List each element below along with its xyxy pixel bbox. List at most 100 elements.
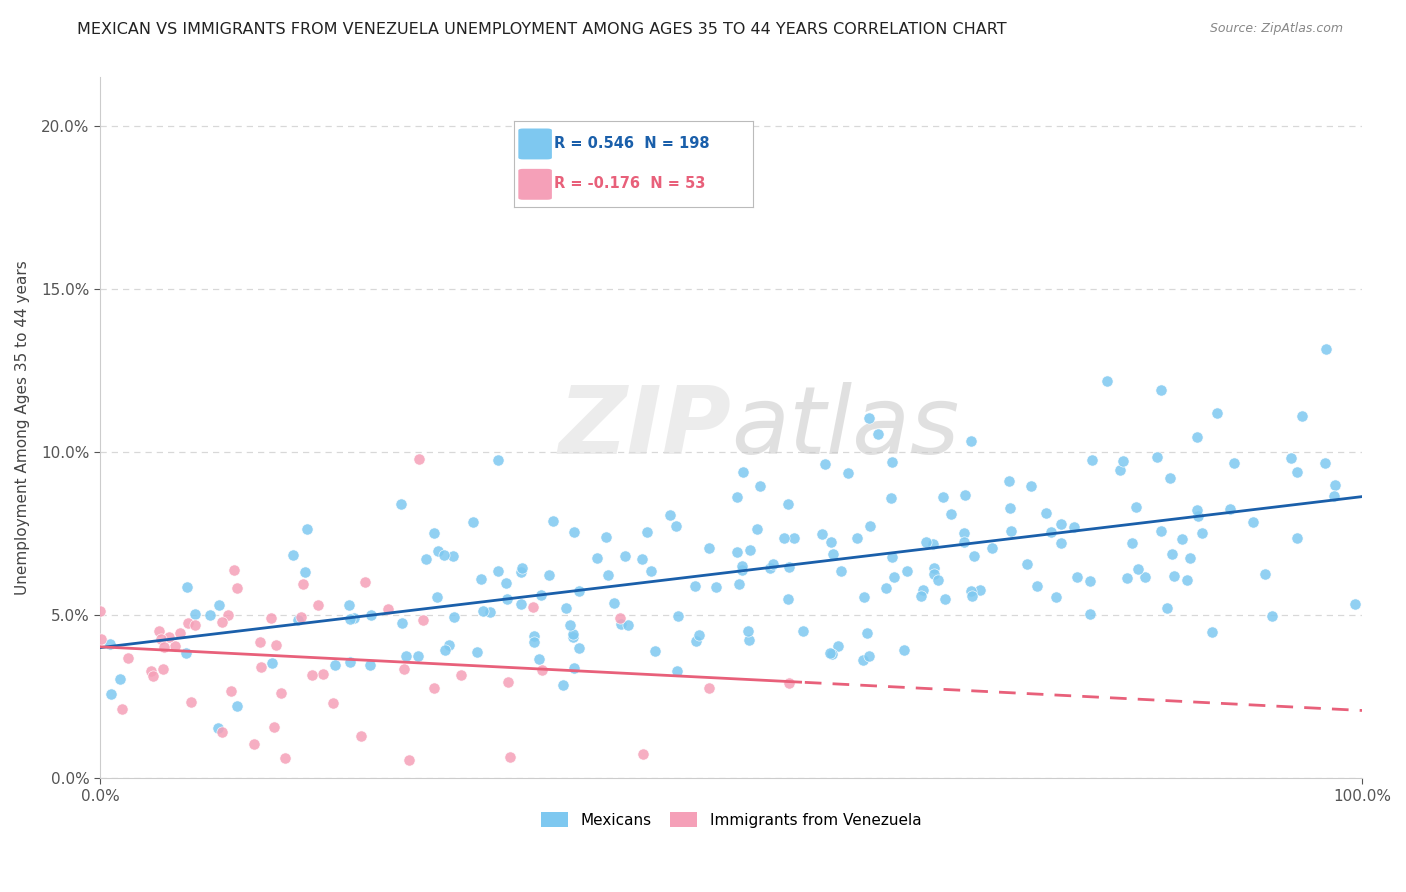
Text: Source: ZipAtlas.com: Source: ZipAtlas.com [1209, 22, 1343, 36]
Point [412, 614, 434, 628]
Point [222, 563, 245, 577]
Point [551, 678, 574, 692]
Point [217, 607, 239, 622]
Point [337, 599, 360, 613]
Point [1187, 509, 1209, 524]
Point [1063, 520, 1085, 534]
Point [1223, 456, 1246, 470]
Point [142, 669, 165, 683]
Point [697, 541, 720, 555]
Point [207, 721, 229, 735]
Point [1045, 590, 1067, 604]
Point [395, 648, 418, 663]
Point [846, 532, 869, 546]
Point [963, 549, 986, 564]
Point [530, 588, 553, 602]
Point [1185, 502, 1208, 516]
Point [704, 580, 727, 594]
Point [295, 522, 318, 536]
Point [1146, 450, 1168, 465]
Point [1219, 501, 1241, 516]
Point [1080, 607, 1102, 621]
Point [177, 615, 200, 630]
Point [169, 626, 191, 640]
Point [952, 526, 974, 541]
Point [778, 497, 800, 511]
Point [1121, 536, 1143, 550]
Point [725, 490, 748, 504]
Point [631, 552, 654, 566]
Point [486, 453, 509, 467]
Point [108, 672, 131, 686]
Point [478, 605, 501, 619]
Point [211, 724, 233, 739]
Point [852, 590, 875, 604]
Point [595, 530, 617, 544]
Point [858, 649, 880, 664]
Point [509, 565, 531, 579]
Point [1315, 343, 1337, 357]
Point [354, 575, 377, 590]
Point [157, 631, 180, 645]
Point [496, 674, 519, 689]
Point [562, 525, 585, 540]
Point [200, 607, 222, 622]
Point [1049, 536, 1071, 550]
Point [148, 624, 170, 638]
Point [434, 643, 457, 657]
Point [100, 688, 122, 702]
Text: atlas: atlas [731, 383, 959, 474]
Point [783, 531, 806, 545]
Point [461, 516, 484, 530]
Point [433, 548, 456, 562]
Point [509, 598, 531, 612]
Point [596, 568, 619, 582]
Point [415, 551, 437, 566]
Point [472, 604, 495, 618]
Point [882, 549, 904, 564]
Point [665, 665, 688, 679]
Point [830, 564, 852, 578]
Point [1019, 478, 1042, 492]
Point [350, 729, 373, 743]
Point [837, 466, 859, 480]
Point [1163, 569, 1185, 583]
Point [934, 592, 956, 607]
Point [665, 519, 688, 533]
Point [1000, 501, 1022, 516]
Point [325, 658, 347, 673]
Point [307, 599, 329, 613]
Point [747, 522, 769, 536]
Point [450, 668, 472, 682]
Point [875, 582, 897, 596]
Point [339, 655, 361, 669]
Point [911, 583, 934, 598]
Point [731, 563, 754, 577]
Point [343, 611, 366, 625]
Point [1206, 406, 1229, 420]
Point [953, 488, 976, 502]
Point [562, 660, 585, 674]
Point [1150, 524, 1173, 539]
Point [1159, 471, 1181, 485]
Point [408, 451, 430, 466]
Point [208, 598, 231, 612]
Point [339, 612, 361, 626]
Point [1040, 524, 1063, 539]
Point [1323, 489, 1346, 503]
Point [685, 633, 707, 648]
Legend: Mexicans, Immigrants from Venezuela: Mexicans, Immigrants from Venezuela [534, 805, 928, 834]
Point [443, 609, 465, 624]
Point [697, 681, 720, 695]
Point [1066, 569, 1088, 583]
Point [1116, 571, 1139, 585]
Point [560, 617, 582, 632]
Point [427, 543, 450, 558]
Point [980, 541, 1002, 556]
Point [823, 548, 845, 562]
Point [498, 750, 520, 764]
Point [748, 479, 770, 493]
Point [1050, 517, 1073, 532]
Point [922, 561, 945, 575]
Point [426, 590, 449, 604]
